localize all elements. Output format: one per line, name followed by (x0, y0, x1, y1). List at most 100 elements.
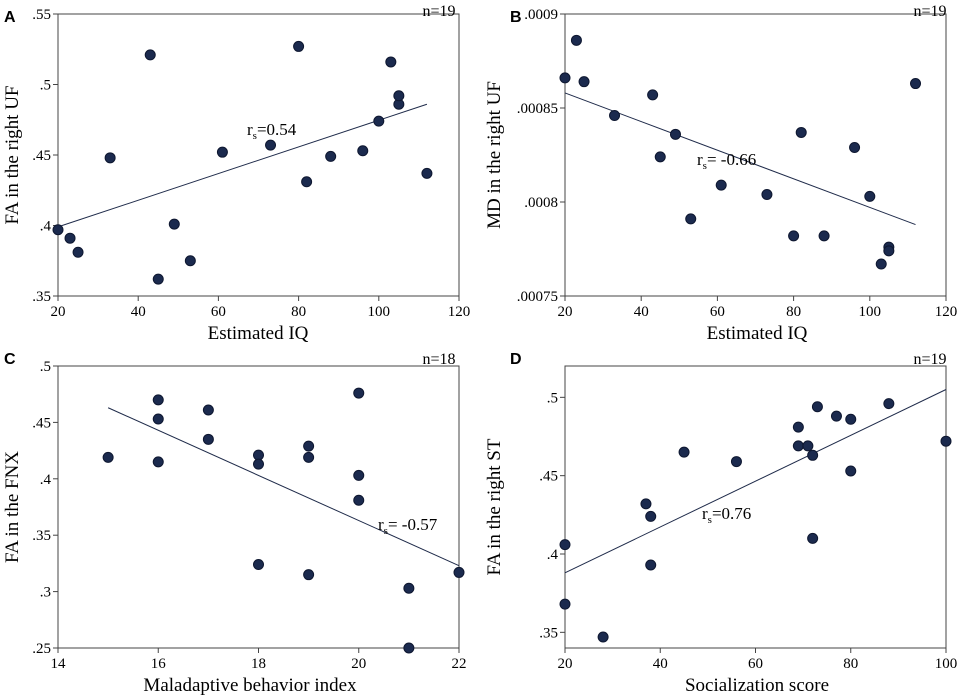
panel-a-letter: A (4, 9, 16, 26)
panel-c-y-axis-title: FA in the FNX (2, 451, 23, 563)
panel-c-y-tick-label: .45 (32, 415, 51, 431)
panel-c-data-point (303, 569, 315, 581)
panel-c-data-point (403, 582, 415, 594)
panel-b-data-point (864, 190, 876, 202)
panel-d-x-tick-label: 60 (748, 656, 763, 672)
panel-d-y-tick-label: .35 (539, 625, 558, 641)
panel-b-data-point (559, 72, 571, 84)
panel-d-y-axis-title: FA in the right ST (484, 438, 505, 575)
panel-b-data-point (818, 230, 830, 242)
panel-b-data-point (669, 128, 681, 140)
panel-a-y-tick-label: .5 (40, 78, 51, 94)
panel-a-y-tick-label: .55 (32, 7, 51, 23)
panel-c-sample-size: n=18 (422, 351, 455, 368)
panel-b-y-tick-label: .0008 (524, 195, 558, 211)
panel-a-y-tick-label: .35 (32, 289, 51, 305)
panel-c-data-point (453, 566, 465, 578)
panel-c-y-tick-label: .25 (32, 641, 51, 657)
panel-a-data-point (168, 218, 180, 230)
panel-a-data-point (265, 139, 277, 151)
panel-a-data-point (301, 176, 313, 188)
panel-a-data-point (325, 150, 337, 162)
panel-c-x-tick-label: 18 (251, 656, 266, 672)
panel-a-data-point (216, 146, 228, 158)
panel-b-y-tick-label: .00085 (517, 101, 558, 117)
panel-c-data-point (202, 404, 214, 416)
panel-a-data-point (373, 115, 385, 127)
panel-d-letter: D (510, 351, 522, 368)
panel-d-x-tick-label: 100 (935, 656, 957, 672)
panel-a-x-tick-label: 100 (368, 304, 391, 320)
panel-b-data-point (647, 89, 659, 101)
panel-b-letter: B (510, 9, 522, 26)
panel-d-data-point (645, 510, 657, 522)
panel-d-data-point (807, 532, 819, 544)
panel-d-correlation-label: rs=0.76 (702, 504, 751, 526)
panel-a-data-point (52, 224, 64, 236)
panel-b-x-tick-label: 40 (634, 304, 649, 320)
panel-b-data-point (761, 188, 773, 200)
panel-a-x-axis-title: Estimated IQ (208, 323, 309, 344)
panel-a-data-point (144, 49, 156, 61)
panel-d-data-point (792, 421, 804, 433)
panel-c-data-point (353, 494, 365, 506)
panel-b-sample-size: n=19 (913, 3, 946, 20)
panel-b-y-axis-title: MD in the right UF (484, 81, 505, 229)
panel-b-y-tick-label: .00075 (517, 289, 558, 305)
panel-d-data-point (645, 559, 657, 571)
panel-d-data-point (940, 435, 952, 447)
panel-a-x-tick-label: 20 (51, 304, 66, 320)
panel-d-data-point (730, 456, 742, 468)
panel-b-x-tick-label: 120 (935, 304, 957, 320)
panel-c-data-point (403, 642, 415, 654)
panel-b-data-point (685, 213, 697, 225)
panel-c-data-point (253, 449, 264, 461)
panel-c-data-point (303, 440, 315, 452)
panel-c-data-point (253, 559, 264, 571)
panel-b-data-point (654, 151, 666, 163)
panel-c-x-axis-title: Maladaptive behavior index (143, 675, 357, 696)
panel-b-x-tick-label: 80 (786, 304, 801, 320)
panel-a-x-tick-label: 60 (211, 304, 226, 320)
panel-a-y-tick-label: .4 (40, 219, 52, 235)
panel-d-data-point (883, 398, 895, 410)
panel-d-data-point (830, 410, 842, 422)
panel-a-data-point (357, 145, 369, 157)
panel-d-y-tick-label: .45 (539, 469, 558, 485)
panel-b-data-point (795, 126, 807, 138)
panel-b-x-tick-label: 20 (558, 304, 573, 320)
panel-c-data-point (152, 456, 164, 468)
panel-a-data-point (393, 90, 405, 102)
panel-c-x-tick-label: 22 (452, 656, 467, 672)
panel-c-data-point (202, 433, 214, 445)
panel-a-x-tick-label: 120 (448, 304, 471, 320)
panel-a-sample-size: n=19 (422, 3, 455, 20)
panel-d-data-point (559, 598, 571, 610)
panel-a-correlation-label: rs=0.54 (247, 120, 297, 142)
panel-a-x-tick-label: 40 (131, 304, 146, 320)
panel-a-data-point (72, 246, 84, 258)
panel-a-data-point (152, 273, 164, 285)
panel-a-y-tick-label: .45 (32, 148, 51, 164)
panel-c-x-tick-label: 16 (151, 656, 167, 672)
panel-c-data-point (152, 394, 164, 406)
panel-b-data-point (715, 179, 727, 191)
panel-c-x-tick-label: 20 (351, 656, 366, 672)
panel-a-data-point (421, 167, 433, 179)
panel-b-data-point (609, 110, 621, 122)
panel-d-data-point (802, 440, 814, 452)
panel-b-data-point (910, 78, 922, 90)
panel-b-data-point (883, 245, 895, 257)
panel-b-data-point (875, 258, 887, 270)
panel-b-x-axis-title: Estimated IQ (707, 323, 808, 344)
panel-a-data-point (184, 255, 196, 267)
panel-b-x-tick-label: 60 (710, 304, 725, 320)
panel-d-data-point (678, 446, 690, 458)
panel-c-correlation-label: rs= -0.57 (378, 515, 438, 537)
panel-c-y-tick-label: .3 (40, 585, 51, 601)
panel-d-data-point (792, 440, 804, 452)
panel-b-plot-frame (564, 13, 947, 297)
panel-a-fit-line (57, 103, 428, 228)
